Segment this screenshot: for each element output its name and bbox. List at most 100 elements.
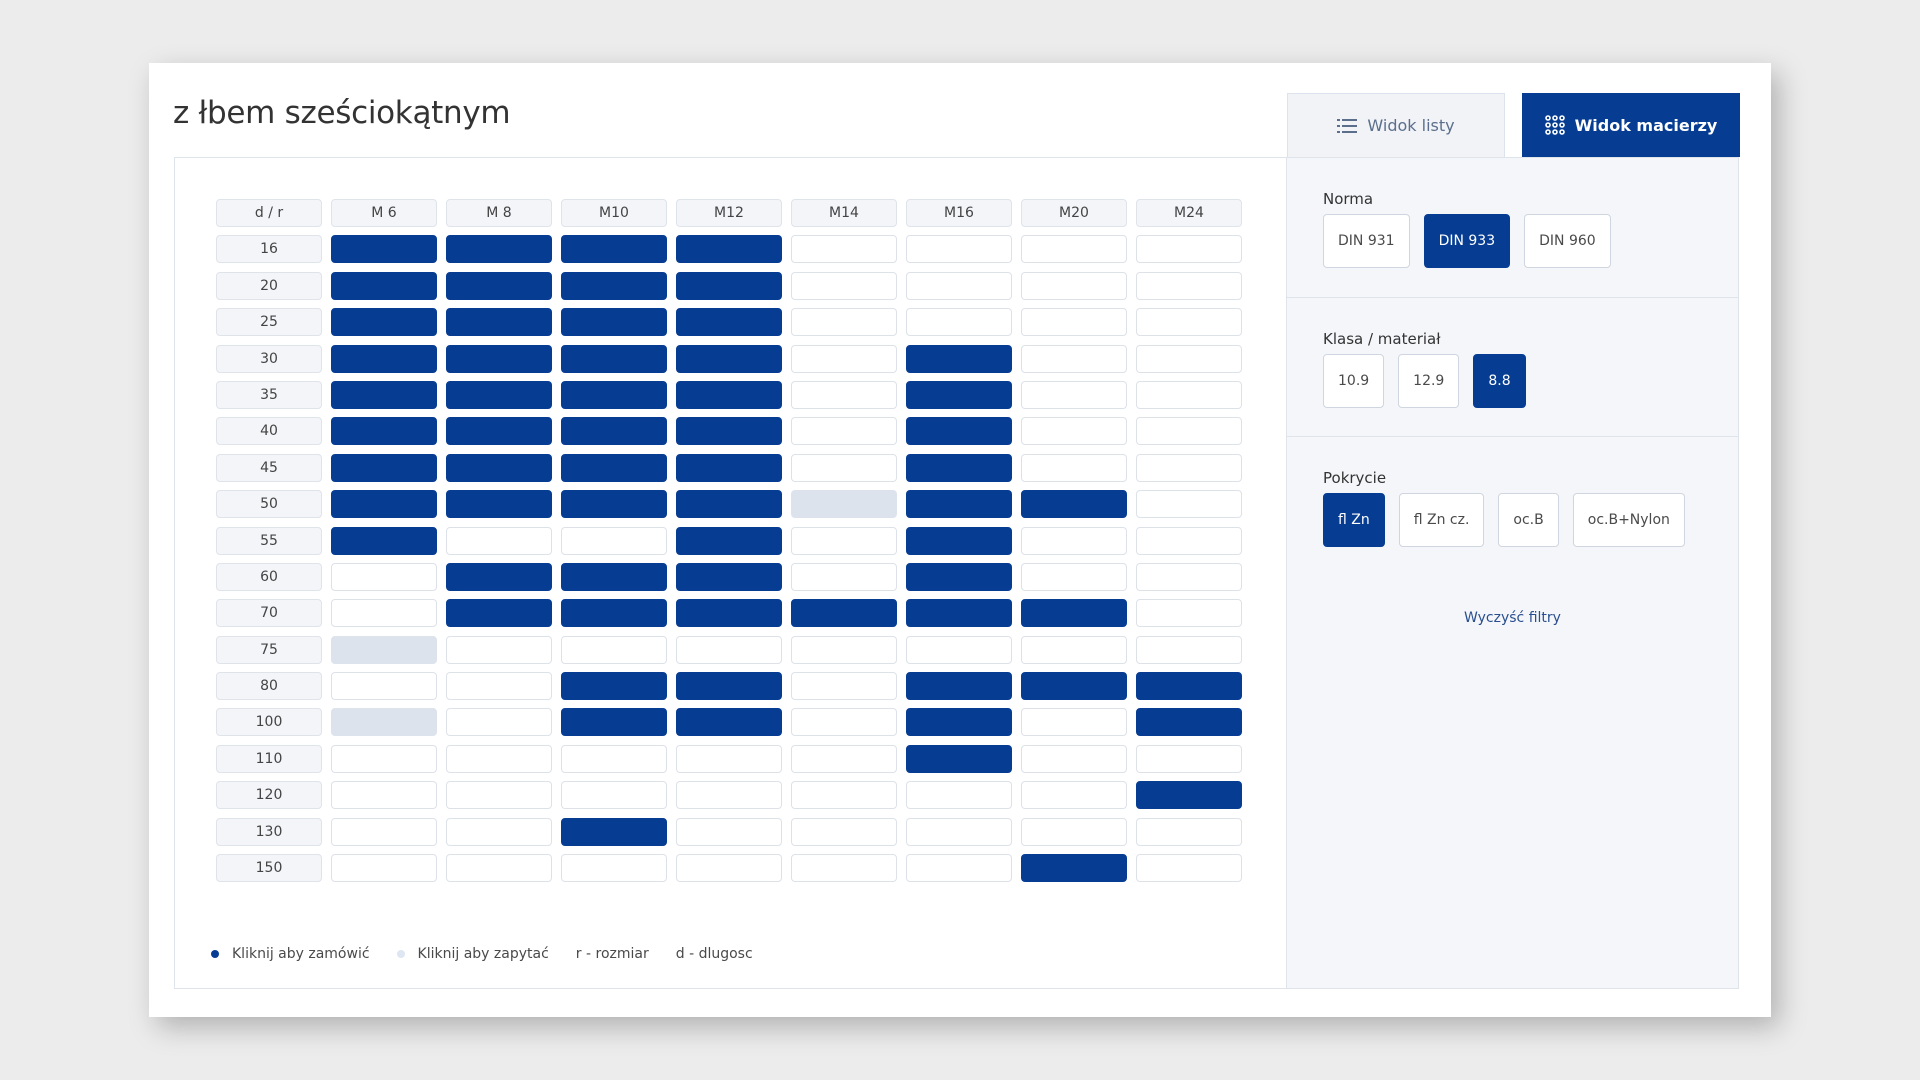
matrix-cell-available[interactable] <box>906 344 1012 373</box>
matrix-cell-empty <box>906 635 1012 664</box>
matrix-cell-available[interactable] <box>676 599 782 628</box>
matrix-cell-available[interactable] <box>446 599 552 628</box>
matrix-cell-available[interactable] <box>331 271 437 300</box>
filter-option-norma[interactable]: DIN 933 <box>1423 214 1511 268</box>
filter-option-pokrycie[interactable]: fl Zn <box>1323 493 1385 547</box>
matrix-cell-available[interactable] <box>676 708 782 737</box>
size-header: M12 <box>676 199 782 227</box>
dot-icon <box>396 950 405 958</box>
matrix-cell-available[interactable] <box>561 308 667 337</box>
divider <box>1287 297 1738 298</box>
matrix-cell-available[interactable] <box>331 453 437 482</box>
matrix-cell-available[interactable] <box>1136 781 1242 810</box>
matrix-cell-available[interactable] <box>561 672 667 701</box>
matrix-cell-available[interactable] <box>561 271 667 300</box>
matrix-cell-available[interactable] <box>676 490 782 519</box>
clear-filters-link[interactable]: Wyczyść filtry <box>1464 610 1561 626</box>
matrix-cell-available[interactable] <box>906 744 1012 773</box>
filters-panel: Norma DIN 931 DIN 933 DIN 960 Klasa / mate… <box>1287 157 1739 989</box>
matrix-cell-available[interactable] <box>446 562 552 591</box>
matrix-cell-available[interactable] <box>331 417 437 446</box>
matrix-cell-available[interactable] <box>906 380 1012 409</box>
matrix-cell-available[interactable] <box>676 271 782 300</box>
matrix-cell-available[interactable] <box>676 344 782 373</box>
matrix-cell-available[interactable] <box>1021 599 1127 628</box>
matrix-cell-available[interactable] <box>561 708 667 737</box>
matrix-cell-available[interactable] <box>561 235 667 264</box>
matrix-cell-available[interactable] <box>446 308 552 337</box>
matrix-cell-available[interactable] <box>331 344 437 373</box>
matrix-cell-available[interactable] <box>1021 672 1127 701</box>
matrix-cell-available[interactable] <box>676 453 782 482</box>
matrix-cell-available[interactable] <box>676 672 782 701</box>
matrix-cell-available[interactable] <box>446 380 552 409</box>
matrix-cell-available[interactable] <box>791 599 897 628</box>
length-header: 30 <box>216 344 322 373</box>
matrix-cell-available[interactable] <box>331 526 437 555</box>
matrix-cell-available[interactable] <box>561 817 667 846</box>
product-card: z łbem sześciokątnym Widok listy <box>149 63 1771 1017</box>
matrix-cell-empty <box>1136 417 1242 446</box>
corner-header: d / r <box>216 199 322 227</box>
matrix-cell-available[interactable] <box>561 599 667 628</box>
filter-option-norma[interactable]: DIN 931 <box>1323 214 1410 268</box>
matrix-cell-empty <box>1021 635 1127 664</box>
matrix-cell-available[interactable] <box>561 562 667 591</box>
matrix-cell-available[interactable] <box>676 417 782 446</box>
matrix-cell-available[interactable] <box>561 490 667 519</box>
matrix-cell-available[interactable] <box>1136 708 1242 737</box>
matrix-cell-available[interactable] <box>446 235 552 264</box>
matrix-cell-available[interactable] <box>331 308 437 337</box>
matrix-cell-available[interactable] <box>906 490 1012 519</box>
matrix-cell-available[interactable] <box>676 308 782 337</box>
filter-option-pokrycie[interactable]: oc.B <box>1498 493 1559 547</box>
matrix-cell-empty <box>331 744 437 773</box>
matrix-cell-available[interactable] <box>1021 490 1127 519</box>
matrix-cell-available[interactable] <box>331 235 437 264</box>
matrix-cell-available[interactable] <box>1021 854 1127 883</box>
matrix-cell-inquiry[interactable] <box>331 635 437 664</box>
matrix-cell-available[interactable] <box>561 417 667 446</box>
filter-option-pokrycie[interactable]: oc.B+Nylon <box>1572 493 1685 547</box>
matrix-cell-available[interactable] <box>561 380 667 409</box>
tab-matrix-view[interactable]: Widok macierzy <box>1522 93 1740 157</box>
matrix-cell-available[interactable] <box>1136 672 1242 701</box>
matrix-cell-empty <box>1021 417 1127 446</box>
filter-option-norma[interactable]: DIN 960 <box>1524 214 1611 268</box>
length-header: 50 <box>216 490 322 519</box>
matrix-cell-empty <box>561 526 667 555</box>
matrix-cell-available[interactable] <box>676 526 782 555</box>
matrix-cell-available[interactable] <box>906 526 1012 555</box>
matrix-cell-available[interactable] <box>676 562 782 591</box>
matrix-cell-available[interactable] <box>676 235 782 264</box>
matrix-cell-available[interactable] <box>906 708 1012 737</box>
matrix-cell-inquiry[interactable] <box>331 708 437 737</box>
matrix-cell-empty <box>791 526 897 555</box>
filter-option-klasa[interactable]: 10.9 <box>1323 354 1385 408</box>
matrix-cell-empty <box>791 672 897 701</box>
matrix-cell-available[interactable] <box>446 417 552 446</box>
matrix-cell-available[interactable] <box>331 490 437 519</box>
matrix-cell-available[interactable] <box>446 453 552 482</box>
matrix-cell-empty <box>676 817 782 846</box>
filter-option-klasa[interactable]: 8.8 <box>1473 354 1526 408</box>
matrix-cell-available[interactable] <box>906 599 1012 628</box>
matrix-cell-empty <box>1136 599 1242 628</box>
matrix-cell-available[interactable] <box>561 344 667 373</box>
matrix-cell-available[interactable] <box>676 380 782 409</box>
matrix-cell-available[interactable] <box>331 380 437 409</box>
matrix-cell-available[interactable] <box>446 271 552 300</box>
matrix-cell-available[interactable] <box>446 344 552 373</box>
matrix-cell-available[interactable] <box>446 490 552 519</box>
matrix-cell-empty <box>676 635 782 664</box>
filter-option-pokrycie[interactable]: fl Zn cz. <box>1398 493 1485 547</box>
tab-list-view[interactable]: Widok listy <box>1287 93 1505 157</box>
matrix-cell-empty <box>791 635 897 664</box>
matrix-cell-available[interactable] <box>906 562 1012 591</box>
matrix-cell-available[interactable] <box>561 453 667 482</box>
matrix-cell-inquiry[interactable] <box>791 490 897 519</box>
matrix-cell-available[interactable] <box>906 417 1012 446</box>
filter-option-klasa[interactable]: 12.9 <box>1398 354 1460 408</box>
matrix-cell-available[interactable] <box>906 672 1012 701</box>
matrix-cell-available[interactable] <box>906 453 1012 482</box>
